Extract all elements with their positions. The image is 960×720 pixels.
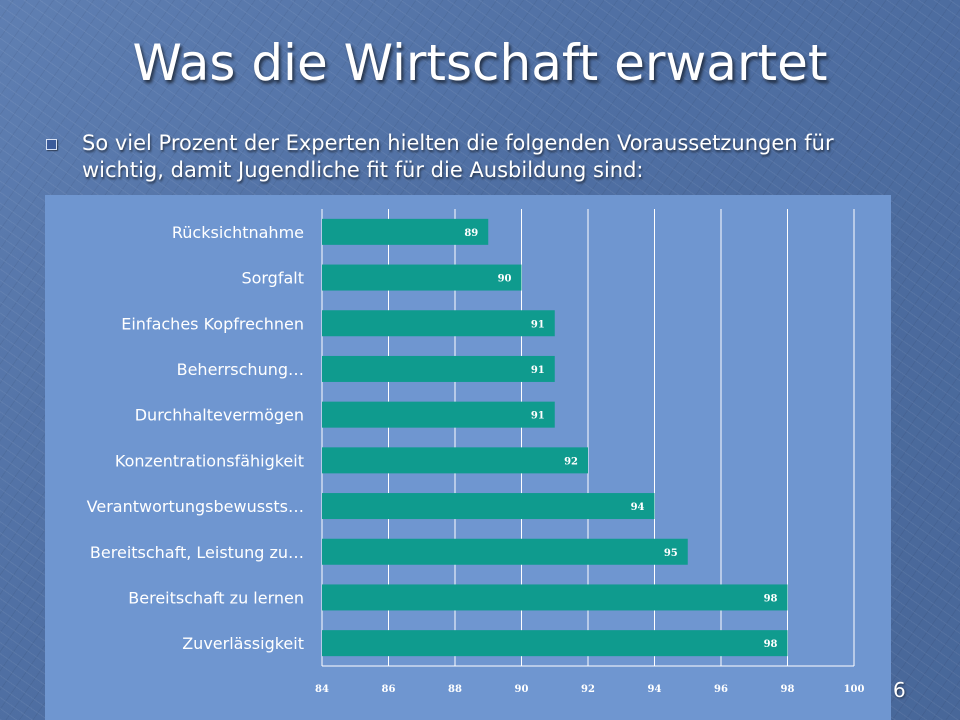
page-number: 6 <box>893 678 906 702</box>
category-label: Verantwortungsbewussts… <box>87 497 304 516</box>
category-label: Beherrschung… <box>177 360 304 379</box>
bar <box>322 447 588 474</box>
bar-value-label: 91 <box>531 411 545 422</box>
bar <box>322 401 555 428</box>
x-tick-label: 88 <box>448 684 462 695</box>
chart-panel: 84 86 88 90 92 94 96 98 100 89 Rücksichtnahme 90 Sor… <box>45 195 891 720</box>
bar-value-label: 94 <box>631 502 645 513</box>
x-tick-label: 100 <box>844 684 865 695</box>
bar <box>322 355 555 382</box>
bar <box>322 630 788 657</box>
x-tick-label: 86 <box>382 684 396 695</box>
x-tick-label: 94 <box>648 684 662 695</box>
bar-value-label: 91 <box>531 319 545 330</box>
bar-chart: 84 86 88 90 92 94 96 98 100 89 Rücksichtnahme 90 Sor… <box>87 209 865 695</box>
bar <box>322 493 655 520</box>
bar-value-label: 98 <box>764 593 778 604</box>
category-label: Konzentrationsfähigkeit <box>115 451 304 470</box>
x-tick-label: 96 <box>714 684 728 695</box>
x-tick-label: 98 <box>781 684 795 695</box>
bar-value-label: 91 <box>531 365 545 376</box>
bullet-text: So viel Prozent der Experten hielten die… <box>82 131 834 182</box>
category-label: Sorgfalt <box>241 269 304 288</box>
bar <box>322 538 688 565</box>
bar-value-label: 95 <box>664 548 678 559</box>
x-tick-label: 84 <box>315 684 329 695</box>
category-label: Bereitschaft zu lernen <box>128 588 304 607</box>
category-label: Einfaches Kopfrechnen <box>121 314 304 333</box>
bar-value-label: 90 <box>498 274 512 285</box>
square-bullet-icon <box>46 139 57 150</box>
bar-value-label: 92 <box>564 456 578 467</box>
category-label: Rücksichtnahme <box>172 223 304 242</box>
x-tick-label: 92 <box>581 684 595 695</box>
bar <box>322 584 788 611</box>
bullet-paragraph: So viel Prozent der Experten hielten die… <box>46 130 906 184</box>
category-label: Durchhaltevermögen <box>135 406 304 425</box>
bar <box>322 264 522 291</box>
bar <box>322 310 555 337</box>
x-tick-label: 90 <box>515 684 529 695</box>
category-label: Zuverlässigkeit <box>182 634 304 653</box>
slide-title: Was die Wirtschaft erwartet <box>132 34 828 92</box>
bar-value-label: 98 <box>764 639 778 650</box>
category-label: Bereitschaft, Leistung zu… <box>90 543 304 562</box>
bar-value-label: 89 <box>464 228 478 239</box>
bar <box>322 218 489 245</box>
